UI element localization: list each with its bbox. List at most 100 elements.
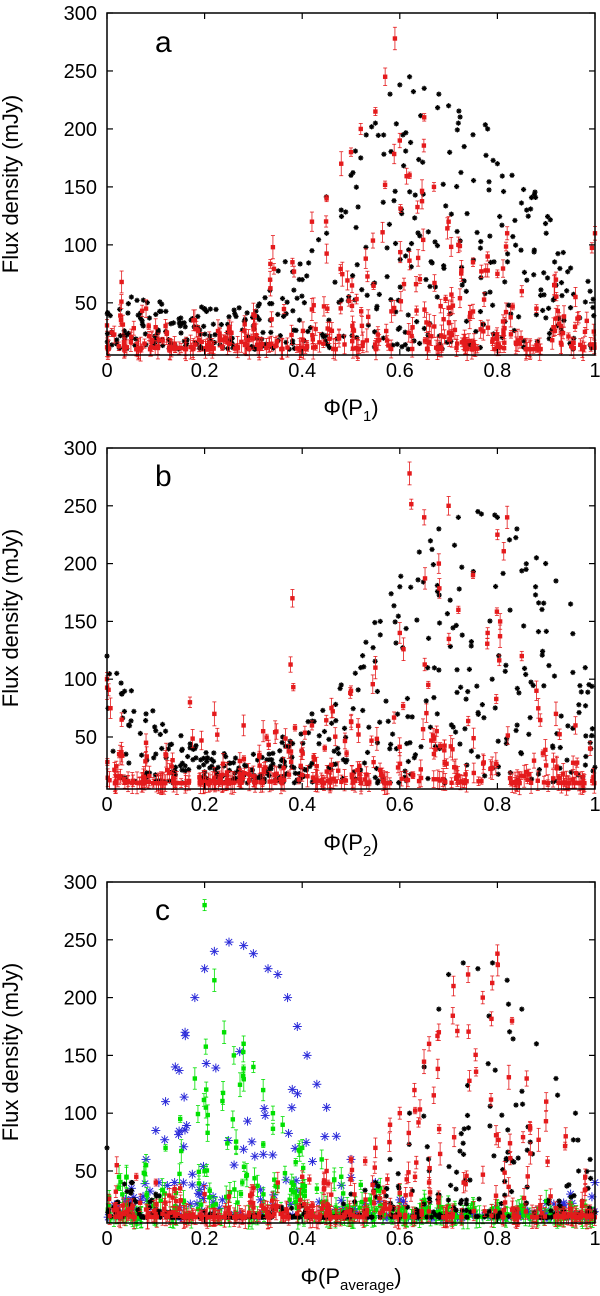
- panel-b-series-1-point-197: [539, 652, 545, 658]
- panel-b-series-1-point-414: [168, 741, 175, 747]
- panel-a-series-1-point-171: [504, 259, 511, 265]
- panel-b-series-1-point-291: [451, 542, 458, 548]
- panel-a-series-1-point-311: [268, 329, 274, 335]
- panel-a-series-1-point-20: [436, 91, 442, 97]
- panel-a-series-2-point-98: [415, 200, 420, 214]
- panel-c-series-4-point-15: [412, 1082, 417, 1098]
- panel-a-series-1-point-22: [455, 120, 461, 126]
- panel-b-series-2-point-29: [574, 757, 580, 768]
- panel-a-series-1-point-372: [381, 132, 387, 138]
- panel-b-series-2-point-244: [178, 778, 184, 789]
- panel-a-series-1-point-137: [134, 297, 140, 303]
- panel-c-xlabel-main: Φ(P: [300, 1264, 340, 1289]
- panel-c-series-2-point-325: [230, 1110, 236, 1129]
- panel-c-series-1-point-12: [248, 949, 258, 959]
- panel-c-series-2-point-11: [251, 1061, 256, 1073]
- panel-a-series-1-point-320: [403, 148, 409, 154]
- panel-a-series-2-point-352: [441, 308, 446, 331]
- panel-a-series-2-point-223: [364, 328, 370, 353]
- panel-b-series-1-point-3: [128, 688, 134, 694]
- panel-b-series-1-point-392: [267, 757, 273, 763]
- panel-a-ytick-label-6: 300: [64, 3, 97, 25]
- panel-b-series-1-point-134: [137, 730, 143, 737]
- panel-a-series-2-point-255: [566, 332, 571, 341]
- panel-a-series-1-point-294: [557, 265, 563, 272]
- panel-b-series-1-point-14: [397, 584, 403, 590]
- panel-b-series-1-point-210: [481, 715, 487, 721]
- panel-b-series-1-point-242: [352, 670, 358, 676]
- panel-b-series-1-point-196: [576, 702, 582, 708]
- panel-a-series-1-point-169: [486, 187, 492, 193]
- panel-c-series-2-point-49: [314, 1183, 320, 1194]
- panel-b-series-1-point-243: [139, 752, 145, 758]
- panel-b-series-2-point-238: [349, 765, 355, 790]
- panel-a-series-1-point-248: [474, 229, 480, 236]
- panel-b-xlabel-main: Φ(P: [323, 830, 363, 855]
- panel-a-series-2-point-302: [336, 329, 342, 348]
- panel-b-series-2-point-200: [400, 701, 406, 711]
- panel-a-series-2-point-344: [420, 228, 426, 252]
- panel-a-series-1-point-55: [384, 274, 390, 280]
- panel-b-series-1-point-368: [518, 750, 524, 756]
- panel-b-series-1-point-332: [527, 715, 533, 721]
- panel-b-series-1-point-238: [583, 733, 589, 739]
- panel-a-series-1-point-14: [358, 155, 364, 161]
- panel-a-series-1-point-52: [490, 302, 496, 308]
- panel-c-series-1-point-160: [284, 1128, 294, 1138]
- panel-b-series-2-point-201: [374, 726, 380, 751]
- panel-b-series-1-point-418: [546, 662, 552, 669]
- panel-a-series-1-point-10: [309, 248, 315, 254]
- panel-c-series-2-point-330: [202, 1165, 207, 1177]
- panel-c-series-2-point-14: [280, 1116, 285, 1134]
- panel-a-series-1-point-125: [502, 279, 508, 285]
- panel-b-series-1-point-386: [523, 566, 529, 573]
- panel-c-series-1-point-19: [322, 1102, 332, 1112]
- panel-a-series-1-point-96: [542, 220, 549, 227]
- panel-a-xlabel-end: ): [371, 395, 378, 420]
- panel-c-series-4-point-93: [528, 1142, 533, 1165]
- panel-a-ytick-label-5: 250: [64, 61, 97, 83]
- panel-b-ytick-label-1: 50: [75, 727, 97, 749]
- panel-c-series-2-point-5: [192, 1067, 198, 1090]
- panel-c-series-1-point-206: [308, 1157, 318, 1167]
- panel-b-series-1-point-255: [408, 584, 414, 590]
- panel-c-series-4-point-14: [397, 1106, 402, 1120]
- panel-b-frame: [106, 447, 596, 790]
- panel-a-series-2-point-13: [358, 123, 363, 135]
- panel-a-series-2-point-138: [370, 232, 376, 249]
- panel-b-series-1-point-137: [565, 723, 571, 729]
- panel-c-series-4-point-339: [427, 1188, 433, 1197]
- panel-c-series-3-point-184: [564, 1183, 570, 1189]
- panel-b-series-1-point-436: [329, 720, 335, 726]
- panel-c-series-4-point-1: [114, 1156, 119, 1175]
- panel-c-series-3-point-25: [499, 1112, 505, 1118]
- panel-a-series-1-point-202: [388, 148, 394, 155]
- panel-c-series-3-point-251: [506, 1029, 513, 1035]
- panel-b-series-1-point-206: [364, 749, 371, 756]
- panel-a-series-2-point-333: [443, 294, 448, 304]
- panel-a-series-2-point-95: [500, 259, 506, 278]
- panel-b-series-1-point-426: [201, 762, 207, 768]
- panel-b-xtick-label-1: 0: [101, 794, 112, 816]
- panel-b-series-1-point-126: [543, 560, 549, 567]
- panel-a-series-1-point-61: [392, 240, 399, 247]
- panel-c-series-4-point-94: [473, 1048, 478, 1062]
- panel-a-xtick-label-3: 0.4: [288, 360, 316, 382]
- panel-b-series-1-point-151: [532, 584, 539, 590]
- panel-a-series-1-point-156: [533, 312, 539, 318]
- panel-b-series-1-point-416: [344, 757, 350, 763]
- panel-c-series-3-point-30: [575, 1137, 581, 1143]
- panel-a-series-1-point-109: [277, 333, 283, 339]
- panel-b-series-1-point-347: [316, 733, 322, 739]
- panel-b-series-1-point-95: [585, 689, 591, 695]
- panel-c-series-2-point-6: [202, 899, 207, 912]
- panel-a-series-1-point-390: [463, 318, 470, 324]
- panel-b-series-1-point-358: [377, 632, 383, 638]
- panel-b-series-1-point-15: [416, 549, 422, 555]
- panel-b-series-1-point-371: [427, 724, 434, 730]
- panel-b-series-2-point-111: [356, 726, 361, 743]
- panel-c-series-1-point-166: [180, 1125, 190, 1135]
- panel-b-series-1-point-283: [521, 665, 528, 672]
- panel-a-series-1-point-82: [482, 291, 488, 297]
- panel-b-series-2-point-174: [501, 542, 506, 561]
